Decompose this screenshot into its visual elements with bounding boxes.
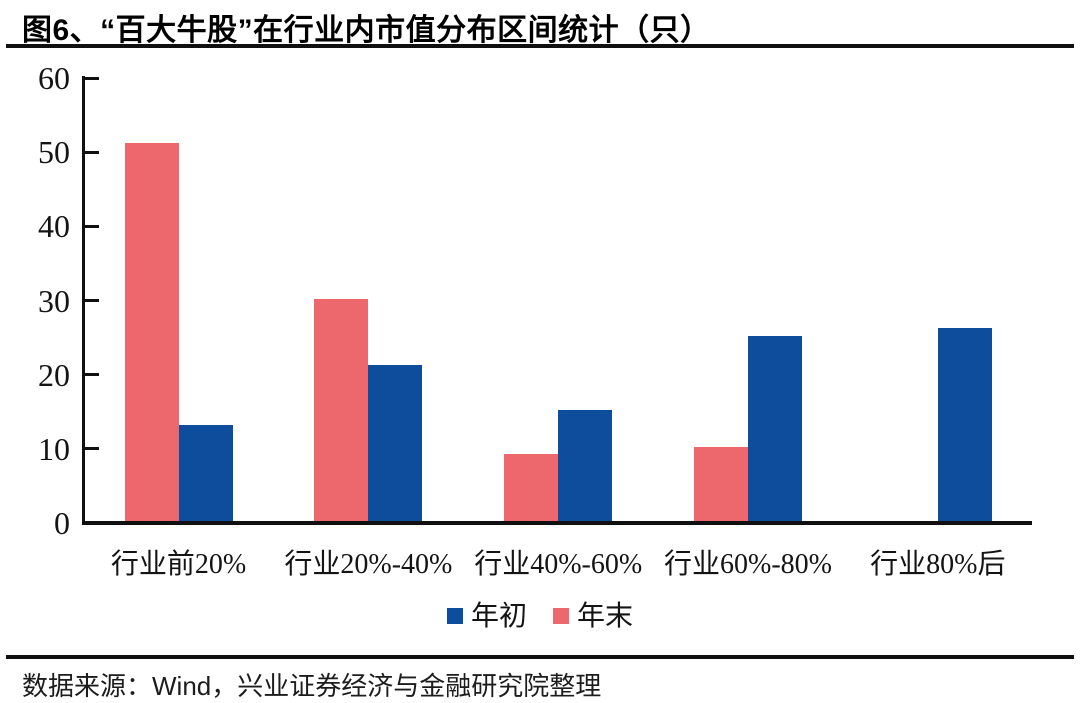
bar-year-end — [694, 446, 748, 521]
legend-swatch-year-end — [553, 608, 569, 624]
x-axis-category-label: 行业前20% — [110, 549, 247, 580]
bar-year-start — [368, 365, 423, 521]
legend: 年初 年末 — [0, 601, 1080, 631]
y-axis-line — [82, 76, 85, 525]
title-divider — [6, 44, 1074, 48]
x-axis-line — [82, 521, 1032, 525]
legend-label: 年末 — [577, 600, 634, 631]
bar-year-end — [314, 298, 369, 521]
y-axis-tick-label: 30 — [38, 282, 70, 319]
y-axis-tick-label: 40 — [38, 208, 70, 245]
y-axis-tick-label: 20 — [38, 356, 70, 393]
legend-item-year-end: 年末 — [553, 601, 633, 631]
bar-year-start — [937, 328, 992, 521]
bar-year-end — [504, 454, 559, 521]
x-axis-category-label: 行业60%-80% — [664, 549, 832, 580]
bar-year-end — [124, 142, 179, 521]
bar-year-start — [558, 409, 613, 521]
figure-title: 图6、“百大牛股”在行业内市值分布区间统计（只） — [22, 14, 711, 47]
y-axis-tick-label: 0 — [54, 505, 70, 541]
x-axis-category-label: 行业40%-60% — [474, 549, 643, 580]
y-axis-tick-label: 60 — [38, 60, 70, 96]
y-axis-tick-mark — [85, 150, 99, 154]
y-axis-tick-label: 50 — [38, 134, 70, 171]
bar-year-start — [748, 335, 802, 521]
legend-item-year-start: 年初 — [446, 600, 527, 631]
y-axis-tick-mark — [85, 373, 99, 377]
y-axis-tick-mark — [85, 299, 99, 302]
legend-label: 年初 — [470, 600, 527, 631]
y-axis-tick-mark — [85, 76, 99, 80]
y-axis-tick-mark — [85, 224, 99, 228]
source-note: 数据来源：Wind，兴业证券经济与金融研究院整理 — [22, 671, 602, 701]
y-axis-tick-label: 10 — [38, 430, 70, 467]
x-axis-category-label: 行业80%后 — [870, 549, 1006, 580]
x-axis-category-label: 行业20%-40% — [284, 549, 453, 580]
footer-divider — [6, 655, 1074, 659]
bar-year-start — [178, 424, 233, 521]
legend-swatch-year-start — [446, 608, 463, 624]
y-axis-tick-mark — [85, 447, 99, 451]
